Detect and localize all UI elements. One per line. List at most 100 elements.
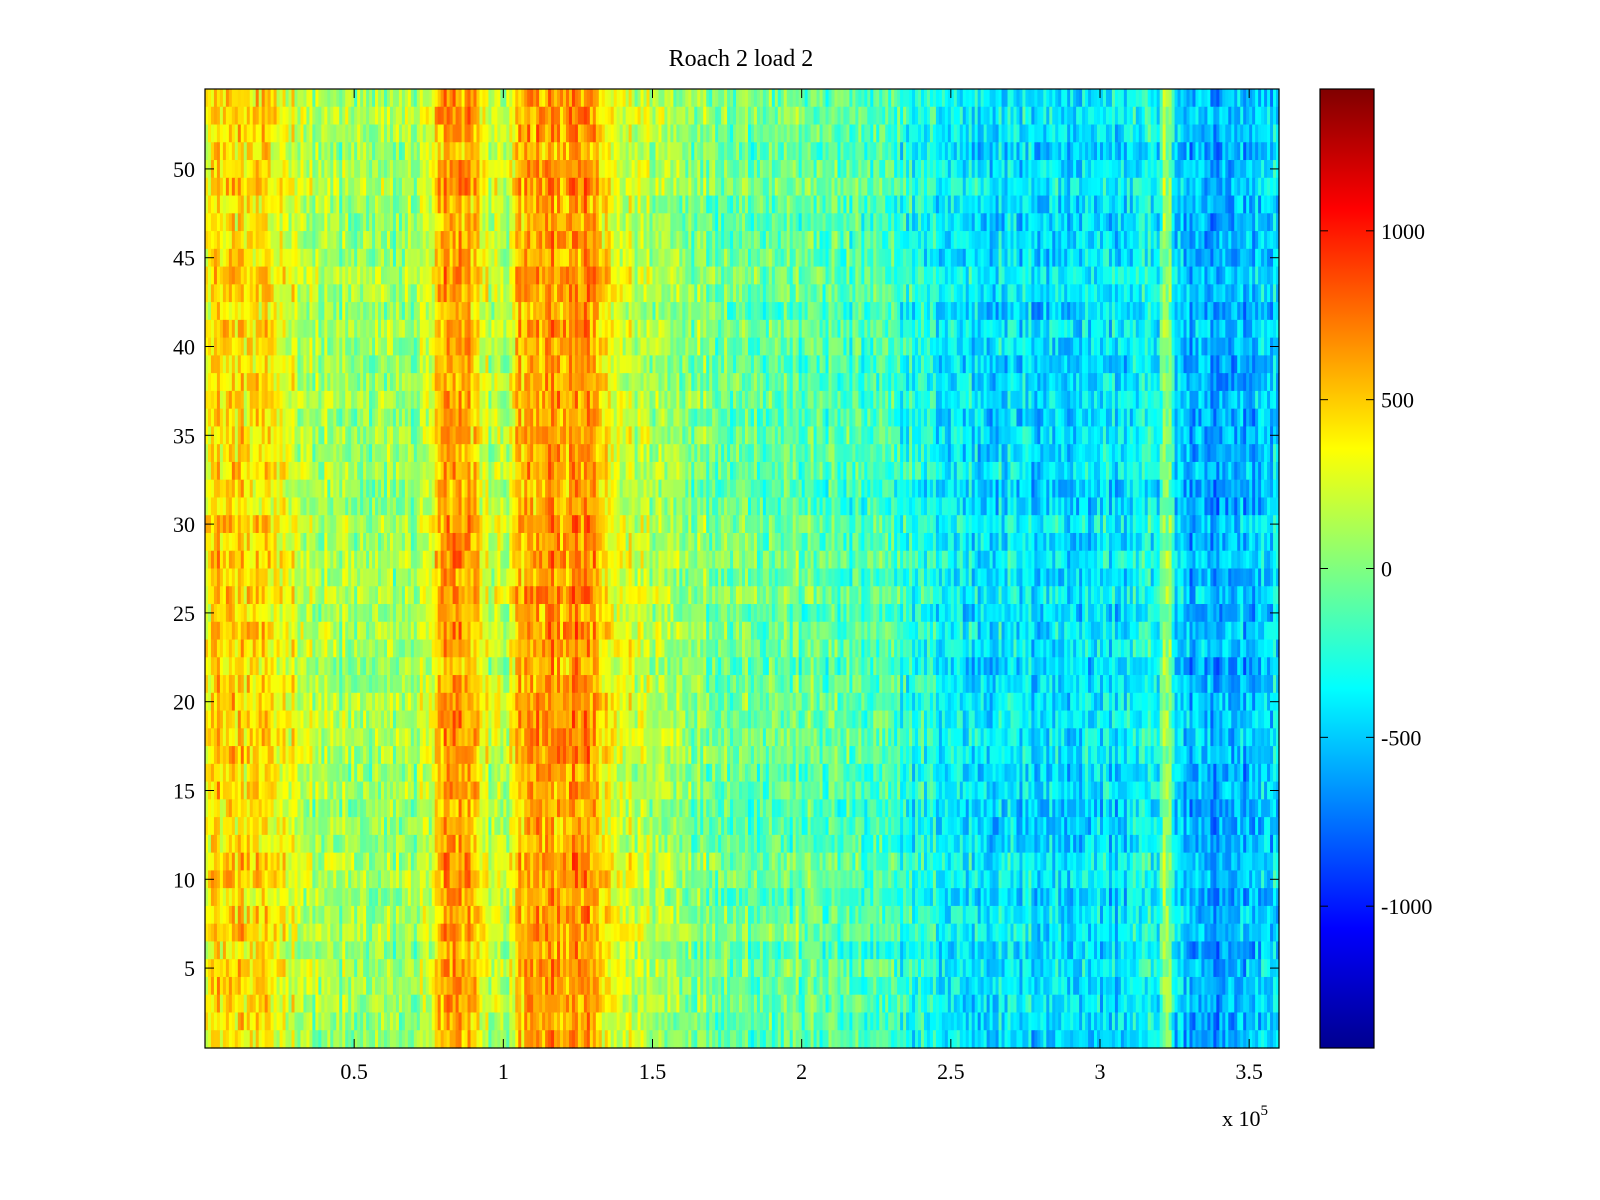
heatmap-cell — [1144, 106, 1149, 126]
heatmap-cell — [1162, 106, 1167, 126]
heatmap-cell — [706, 89, 710, 108]
heatmap-cell — [795, 89, 800, 108]
heatmap-cell — [694, 89, 698, 108]
heatmap-cell — [1061, 106, 1065, 126]
heatmap-cell — [846, 89, 850, 108]
heatmap-cell — [786, 89, 791, 108]
heatmap-cell — [926, 106, 931, 126]
heatmap-cell — [921, 106, 925, 126]
heatmap-cell — [225, 106, 230, 126]
heatmap-cell — [965, 89, 970, 108]
heatmap-cell — [628, 89, 633, 108]
heatmap-cell — [586, 106, 591, 126]
heatmap-cell — [389, 89, 394, 108]
heatmap-cell — [360, 89, 364, 108]
heatmap-cell — [688, 89, 692, 108]
heatmap-cell — [461, 106, 466, 126]
heatmap-cell — [739, 106, 743, 126]
heatmap-cell — [1138, 89, 1143, 108]
heatmap-cell — [601, 89, 606, 108]
heatmap-cell — [915, 89, 919, 108]
heatmap-cell — [473, 106, 478, 126]
heatmap-cell — [565, 89, 570, 108]
heatmap-cell — [765, 124, 770, 143]
heatmap-cell — [1267, 89, 1271, 108]
heatmap-cell — [291, 89, 296, 108]
heatmap-cell — [1055, 89, 1059, 108]
heatmap-cell — [488, 124, 492, 143]
heatmap-cell — [1213, 106, 1217, 126]
heatmap-cell — [739, 89, 743, 108]
heatmap-cell — [1073, 89, 1077, 108]
heatmap-cell — [243, 124, 248, 143]
heatmap-cell — [616, 89, 621, 108]
heatmap-cell — [721, 124, 725, 143]
heatmap-cell — [837, 89, 842, 108]
heatmap-cell — [205, 106, 209, 126]
heatmap-cell — [1243, 89, 1247, 108]
heatmap-cell — [700, 106, 704, 126]
heatmap-cell — [267, 89, 272, 108]
heatmap-cell — [252, 106, 257, 126]
heatmap-cell — [1100, 106, 1104, 126]
heatmap-cell — [440, 89, 445, 108]
heatmap-cell — [685, 124, 689, 143]
heatmap-cell — [452, 124, 457, 143]
heatmap-cell — [1255, 106, 1259, 126]
heatmap-cell — [637, 89, 642, 108]
heatmap-cell — [1231, 89, 1235, 108]
heatmap-cell — [825, 106, 830, 126]
heatmap-cell — [303, 89, 308, 108]
heatmap-cell — [318, 124, 322, 143]
heatmap-cell — [216, 124, 221, 143]
heatmap-cell — [801, 89, 806, 108]
heatmap-cell — [1025, 89, 1029, 108]
heatmap-cell — [891, 89, 895, 108]
heatmap-cell — [282, 89, 287, 108]
heatmap-cell — [524, 106, 528, 126]
heatmap-cell — [733, 124, 737, 143]
heatmap-cell — [768, 89, 773, 108]
heatmap-cell — [837, 106, 842, 126]
heatmap-cell — [321, 89, 325, 108]
heatmap-cell — [700, 89, 704, 108]
heatmap-cell — [378, 106, 382, 126]
heatmap-cell — [1058, 89, 1062, 108]
heatmap-cell — [628, 106, 633, 126]
heatmap-cell — [813, 89, 818, 108]
heatmap-cell — [225, 89, 230, 108]
heatmap-cell — [443, 89, 448, 108]
heatmap-cell — [706, 124, 710, 143]
heatmap-cell — [822, 106, 827, 126]
heatmap-cell — [971, 106, 976, 126]
heatmap-cell — [279, 106, 284, 126]
heatmap-cell — [330, 106, 334, 126]
heatmap-cell — [938, 106, 943, 126]
heatmap-cell — [354, 124, 358, 143]
heatmap-cell — [372, 89, 376, 108]
heatmap-cell — [918, 106, 922, 126]
heatmap-cell — [700, 124, 704, 143]
heatmap-cell — [416, 89, 421, 108]
heatmap-cell — [703, 89, 707, 108]
heatmap-cell — [834, 89, 839, 108]
heatmap-cell — [876, 89, 880, 108]
heatmap-cell — [622, 106, 627, 126]
heatmap-cell — [560, 106, 564, 126]
heatmap-cell — [213, 89, 218, 108]
heatmap-cell — [664, 106, 669, 126]
heatmap-cell — [258, 106, 263, 126]
heatmap-cell — [1016, 106, 1021, 126]
heatmap-cell — [628, 124, 633, 143]
heatmap-cell — [843, 106, 848, 126]
heatmap-cell — [249, 89, 254, 108]
heatmap-cell — [956, 89, 961, 108]
heatmap-cell — [306, 106, 311, 126]
heatmap-cell — [607, 106, 612, 126]
heatmap-cell — [413, 106, 418, 126]
heatmap-cell — [1091, 89, 1095, 108]
heatmap-cell — [718, 89, 722, 108]
heatmap-cell — [210, 106, 215, 126]
heatmap-cell — [503, 106, 507, 126]
heatmap-cell — [786, 124, 791, 143]
